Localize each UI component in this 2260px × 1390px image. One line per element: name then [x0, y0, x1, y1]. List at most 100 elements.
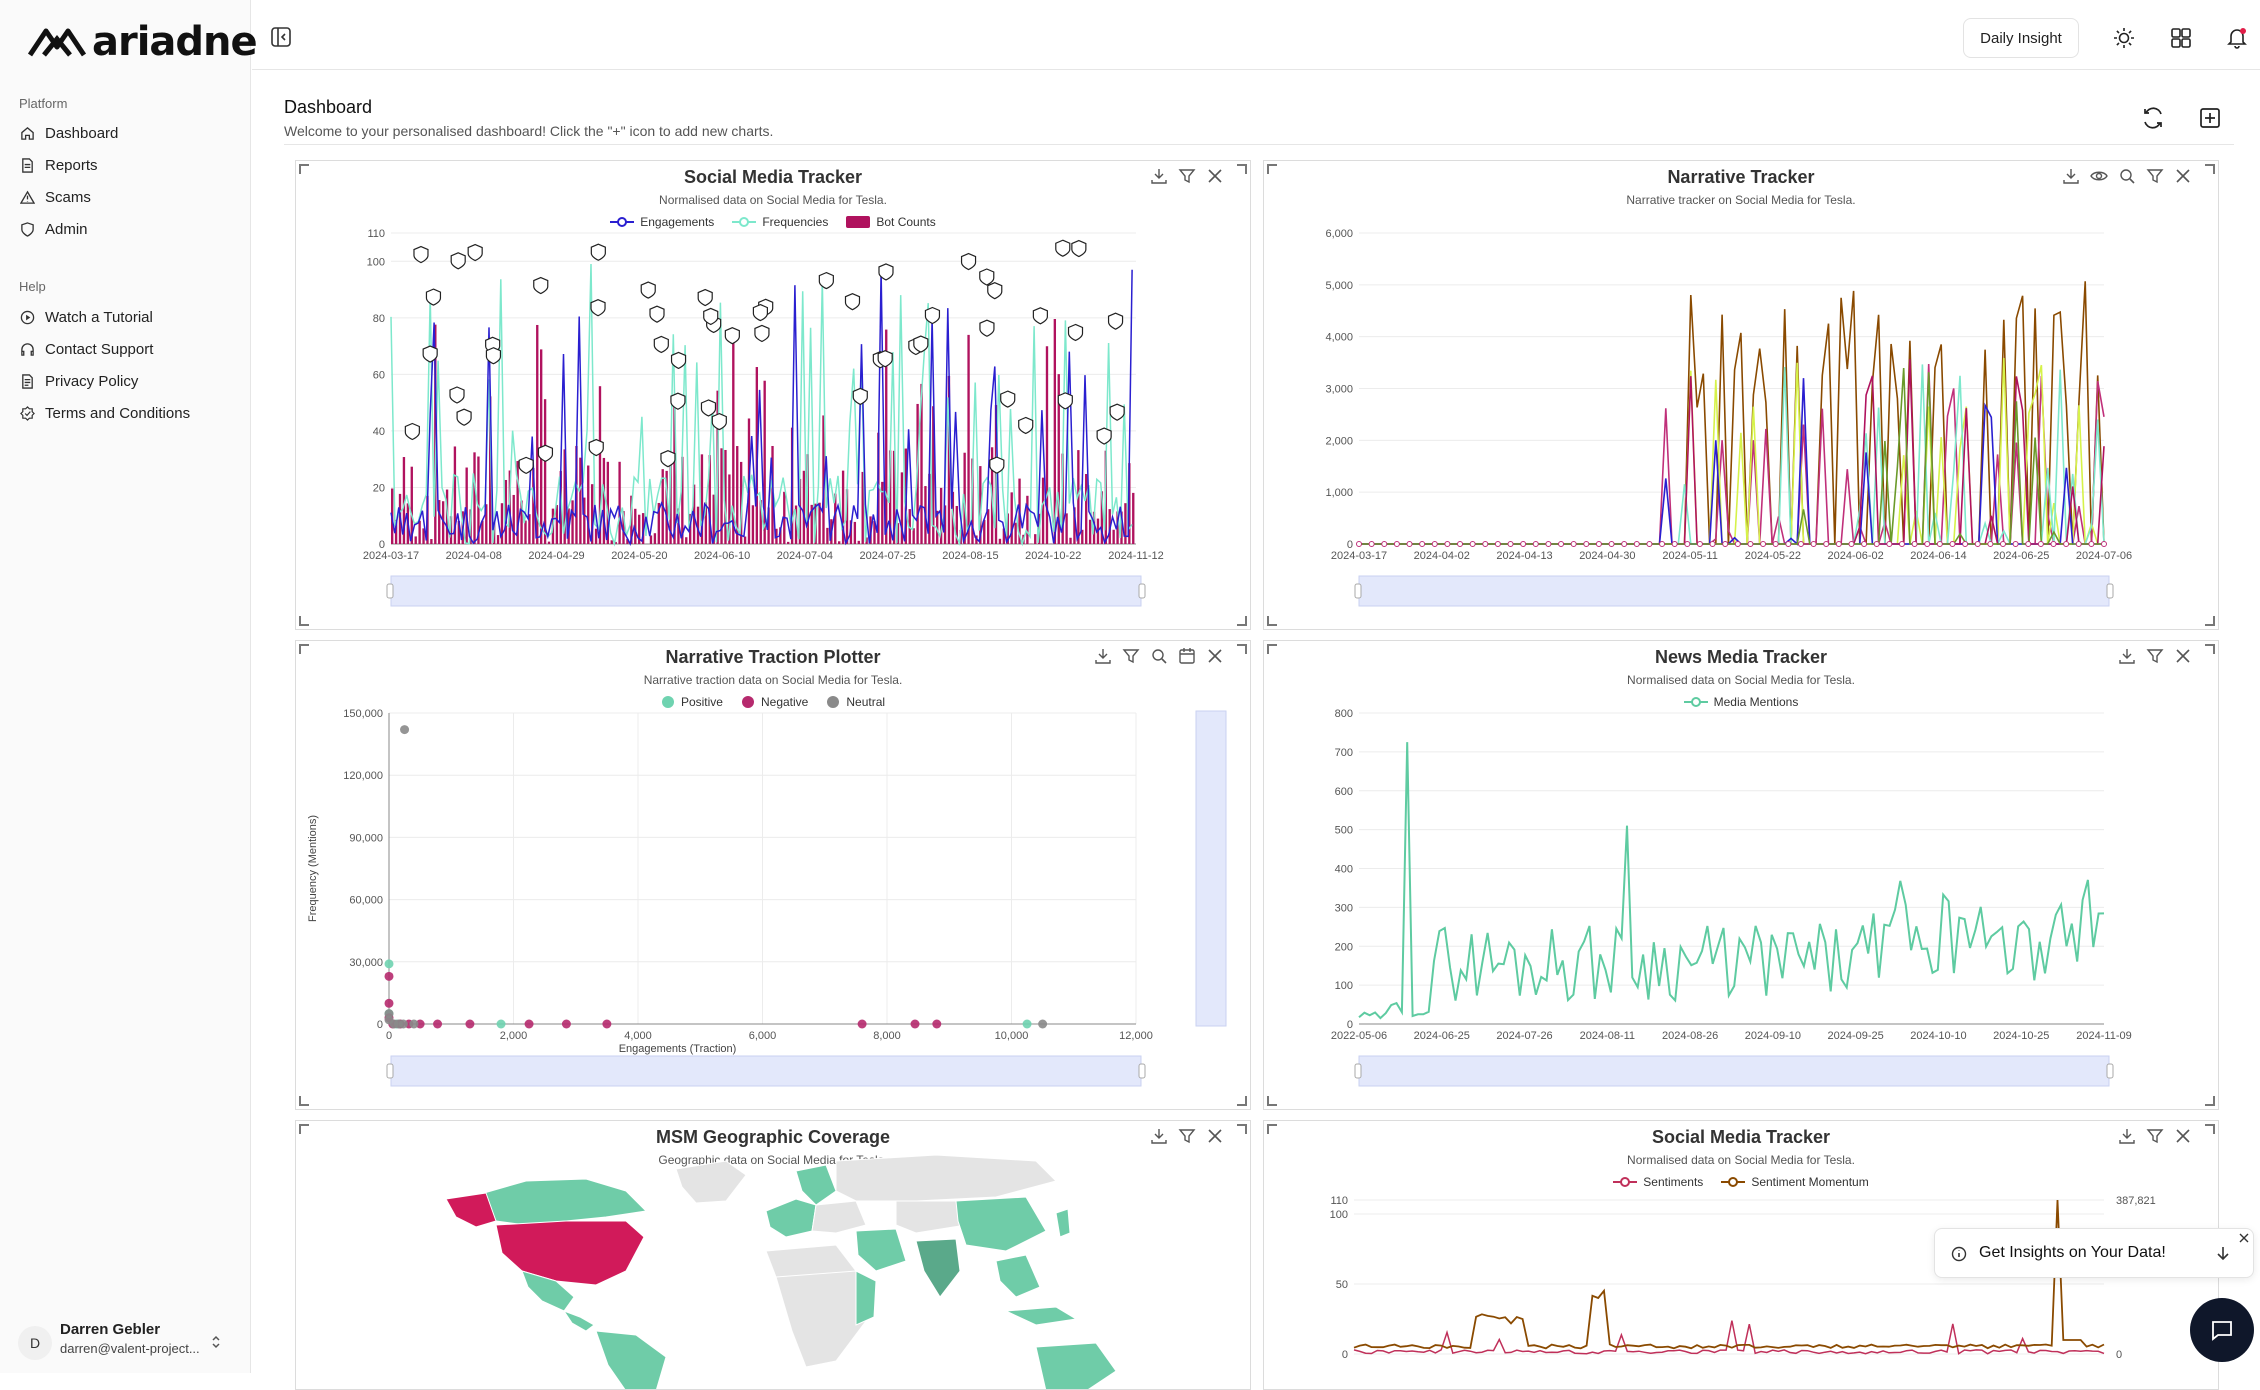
close-icon[interactable] — [2237, 1231, 2251, 1245]
narrative-point — [1937, 542, 1942, 547]
ariadne-logo[interactable]: ariadne — [28, 22, 257, 62]
sidebar-item-label: Dashboard — [45, 125, 118, 142]
sidebar-item-privacy[interactable]: Privacy Policy — [20, 369, 138, 393]
narrative-point — [1887, 542, 1892, 547]
narrative-point — [1710, 542, 1715, 547]
layout-grid-icon[interactable] — [2169, 26, 2193, 50]
bar-bot-count — [650, 535, 652, 544]
y-tick-label: 110 — [367, 228, 385, 240]
bot-shield-marker — [819, 273, 833, 289]
y-tick-label: 60,000 — [349, 895, 383, 907]
bell-icon[interactable] — [2225, 26, 2249, 50]
sun-icon[interactable] — [2112, 26, 2136, 50]
map-china — [956, 1197, 1046, 1251]
sidebar-item-tutorial[interactable]: Watch a Tutorial — [20, 305, 153, 329]
narrative-point — [2038, 542, 2043, 547]
y-tick-label: 0 — [377, 1019, 383, 1031]
x-tick-label: 2024-04-02 — [1414, 550, 1470, 562]
sidebar-item-contact-support[interactable]: Contact Support — [20, 337, 153, 361]
scatter-point-neutral — [1038, 1020, 1047, 1029]
insight-popup[interactable]: Get Insights on Your Data! — [1934, 1228, 2254, 1278]
x-tick-label: 0 — [386, 1030, 392, 1042]
map-south-america — [596, 1331, 666, 1390]
bot-shield-marker — [1110, 404, 1124, 420]
daily-insight-button[interactable]: Daily Insight — [1963, 18, 2079, 58]
x-tick-label: 2024-11-12 — [1108, 550, 1163, 562]
bot-shield-marker — [1109, 313, 1123, 329]
narrative-point — [1546, 542, 1551, 547]
y-tick-label: 2,000 — [1325, 435, 1353, 447]
bot-shield-marker — [450, 387, 464, 403]
scatter-point-negative — [858, 1020, 867, 1029]
sidebar-item-terms[interactable]: Terms and Conditions — [20, 401, 190, 425]
refresh-icon[interactable] — [2141, 106, 2165, 130]
y2-tick-label: 387,821 — [2116, 1195, 2156, 1207]
series-line-media-mentions — [1359, 742, 2104, 1018]
sidebar-toggle-icon[interactable] — [270, 26, 292, 48]
x-tick-label: 2024-10-10 — [1910, 1030, 1966, 1042]
y-tick-label: 200 — [1335, 941, 1353, 953]
add-chart-icon[interactable] — [2198, 106, 2222, 130]
x-tick-label: 2024-05-11 — [1662, 550, 1717, 562]
y-tick-label: 50 — [1336, 1279, 1348, 1291]
sidebar-item-reports[interactable]: Reports — [20, 153, 98, 177]
file-text-icon — [20, 158, 35, 173]
bar-bot-count — [418, 521, 420, 544]
bot-shield-marker — [845, 294, 859, 310]
bar-bot-count — [1014, 523, 1016, 544]
x-tick-label: 2024-06-25 — [1414, 1030, 1470, 1042]
map-europe-east — [812, 1201, 866, 1233]
narrative-point — [1773, 542, 1778, 547]
y-tick-label: 700 — [1335, 747, 1353, 759]
bot-shield-marker — [755, 325, 769, 341]
bot-shield-marker — [468, 245, 482, 261]
y2-tick-label: 0 — [2116, 1349, 2122, 1361]
user-menu[interactable]: D Darren Gebler darren@valent-project... — [18, 1318, 233, 1360]
y-tick-label: 150,000 — [343, 708, 383, 720]
platform-label: Platform — [19, 96, 67, 111]
narrative-point — [1786, 542, 1791, 547]
narrative-tracker-chart: 01,0002,0003,0004,0005,0006,0002024-03-1… — [1264, 161, 2219, 630]
arrow-down-icon[interactable] — [2215, 1245, 2231, 1261]
narrative-point — [1836, 542, 1841, 547]
y-tick-label: 30,000 — [349, 957, 383, 969]
bar-bot-count — [501, 503, 503, 544]
sidebar-item-label: Watch a Tutorial — [45, 309, 153, 326]
bar-bot-count — [473, 452, 475, 544]
sidebar-item-label: Admin — [45, 221, 88, 238]
zoom-handle-left — [1355, 584, 1361, 598]
bar-bot-count — [595, 529, 597, 544]
sidebar-item-admin[interactable]: Admin — [20, 217, 88, 241]
bot-shield-marker — [423, 346, 437, 362]
narrative-point — [1596, 542, 1601, 547]
y-tick-label: 60 — [373, 369, 385, 381]
zoom-slider-vertical — [1196, 711, 1226, 1026]
sidebar-item-label: Terms and Conditions — [45, 405, 190, 422]
bot-shield-marker — [641, 282, 655, 298]
x-tick-label: 2024-07-26 — [1496, 1030, 1552, 1042]
y-tick-label: 110 — [1330, 1195, 1348, 1207]
x-tick-label: 12,000 — [1119, 1030, 1153, 1042]
y-tick-label: 800 — [1335, 708, 1353, 720]
map-central-america — [564, 1311, 594, 1331]
zoom-slider — [391, 576, 1141, 606]
narrative-point — [1584, 542, 1589, 547]
x-tick-label: 2024-08-15 — [942, 550, 998, 562]
y-tick-label: 6,000 — [1325, 228, 1353, 240]
y-tick-label: 100 — [367, 256, 385, 268]
bar-bot-count — [618, 462, 620, 544]
bot-shield-marker — [589, 440, 603, 456]
map-canada — [484, 1179, 646, 1225]
zoom-handle-right — [2107, 584, 2113, 598]
x-tick-label: 2024-04-08 — [446, 550, 502, 562]
zoom-handle-left — [387, 1064, 393, 1078]
sidebar-item-dashboard[interactable]: Dashboard — [20, 121, 118, 145]
bot-shield-marker — [704, 308, 718, 324]
bar-bot-count — [1124, 503, 1126, 544]
bot-shield-marker — [1033, 308, 1047, 324]
narrative-point — [2064, 542, 2069, 547]
narrative-point — [1660, 542, 1665, 547]
sidebar-item-scams[interactable]: Scams — [20, 185, 91, 209]
chat-button[interactable] — [2190, 1298, 2254, 1362]
